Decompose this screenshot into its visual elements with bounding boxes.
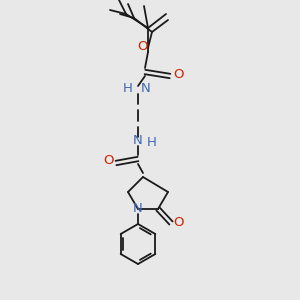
Text: O: O [173,68,183,80]
Text: H: H [123,82,133,95]
Text: O: O [103,154,113,167]
Text: N: N [133,134,143,148]
Text: O: O [138,40,148,53]
Text: O: O [174,215,184,229]
Text: N: N [133,202,143,214]
Text: N: N [141,82,151,95]
Text: H: H [147,136,157,149]
